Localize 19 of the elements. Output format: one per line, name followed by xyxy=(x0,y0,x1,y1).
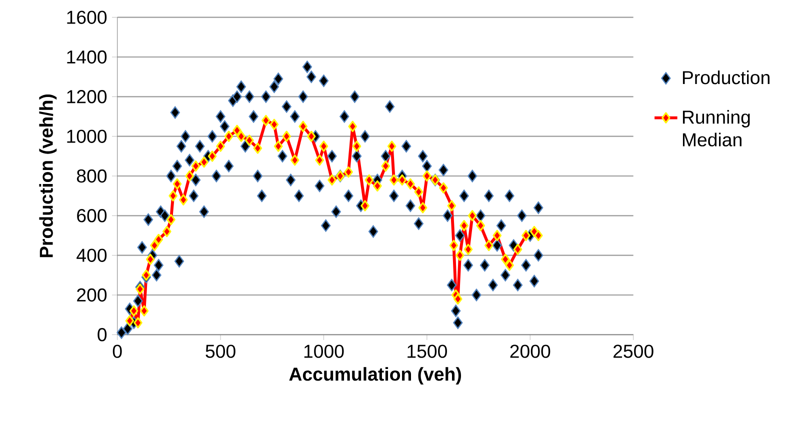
y-tick-label: 1600 xyxy=(67,10,107,24)
y-tick-label: 1400 xyxy=(67,50,107,64)
legend-label: Running Median xyxy=(682,110,750,146)
x-tick-label: 1000 xyxy=(304,344,344,358)
y-tick-label: 600 xyxy=(77,208,107,222)
y-tick-label: 800 xyxy=(76,169,107,182)
y-tick-label: 1000 xyxy=(67,130,107,143)
y-tick-label: 1200 xyxy=(67,90,107,104)
y-axis-title: Production (veh/h) xyxy=(39,94,57,258)
x-axis-title: Accumulation (veh) xyxy=(289,366,461,384)
x-tick-label: 1500 xyxy=(408,344,447,358)
x-tick-label: 500 xyxy=(206,344,236,358)
y-tick-label: 200 xyxy=(77,288,107,302)
x-tick-label: 0 xyxy=(112,344,122,358)
x-tick-label: 2000 xyxy=(510,344,550,358)
x-tick-label: 2500 xyxy=(614,344,654,358)
y-tick-label: 0 xyxy=(98,328,107,342)
y-tick-label: 400 xyxy=(76,248,107,262)
legend-label: Production xyxy=(682,70,770,84)
